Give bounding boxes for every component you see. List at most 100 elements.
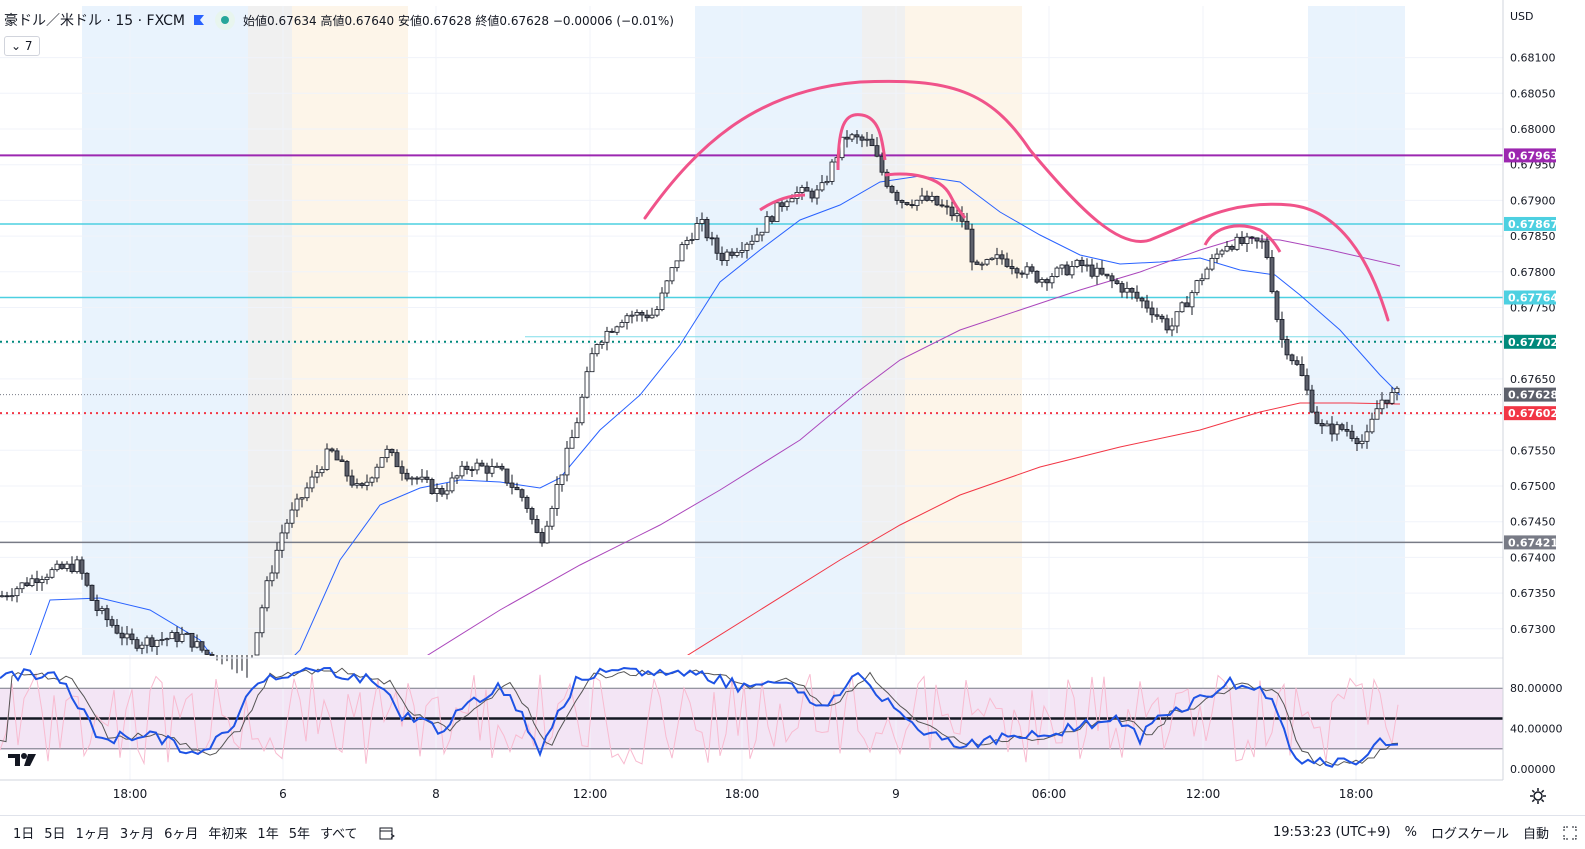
candle-body [1274,291,1280,320]
candle [1184,296,1190,308]
candle [99,605,105,615]
candle-body [1389,392,1395,404]
price-badge-label: 0.67628 [1508,389,1558,402]
candle [1314,406,1320,425]
candle-body [974,261,980,265]
candle-body [619,322,625,328]
log-scale-button[interactable]: ログスケール [1430,827,1509,842]
candle [994,247,1000,266]
candle-body [1099,267,1105,275]
candle [559,474,565,492]
time-tick-label: 12:00 [1186,787,1221,801]
auto-scale-button[interactable]: 自動 [1522,827,1549,842]
candle-body [944,205,950,208]
candle [354,478,360,489]
price-badge-bg [1504,216,1556,231]
annotation-curve [759,193,806,212]
session-band [695,6,862,655]
candle [119,626,125,646]
candle-body [1019,272,1025,275]
candle-body [119,632,125,639]
gear-icon[interactable] [1528,786,1548,806]
candle [694,216,700,241]
range-5y[interactable]: 5年 [288,827,310,842]
candle-body [24,582,30,587]
candle-body [624,315,630,323]
range-3m[interactable]: 3ヶ月 [119,827,155,842]
candle-body [1089,264,1095,277]
annotation-curve [836,113,887,171]
candle-body [284,522,290,534]
candle [1389,387,1395,405]
candle-body [1339,424,1345,430]
candle [1059,264,1065,276]
candle [699,212,705,232]
range-1m[interactable]: 1ヶ月 [75,827,110,842]
candle [869,134,875,147]
currency-label[interactable]: USD [1510,10,1534,23]
candle-body [569,437,575,449]
candle [1224,241,1230,253]
candle-body [104,608,110,621]
candle [594,343,600,357]
flag-icon[interactable] [193,14,205,26]
candle [764,211,770,233]
candle-body [904,202,910,205]
candle-body [724,251,730,261]
candle-body [864,138,870,141]
candle [599,340,605,349]
candle [379,457,385,468]
range-1y[interactable]: 1年 [257,827,279,842]
candle [104,604,110,627]
candle-body [1154,314,1160,317]
candle [1159,314,1165,323]
candle-body [589,353,595,373]
candle-body [19,582,25,590]
close-label: 終値 [475,13,500,28]
range-6m[interactable]: 6ヶ月 [164,827,199,842]
clock-time[interactable]: 19:53:23 (UTC+9) [1273,825,1391,840]
price-badge: 0.67764 [1504,290,1558,305]
candle-body [319,468,325,474]
market-status-icon[interactable] [215,10,235,30]
candle-body [979,263,985,266]
indicators-toggle-button[interactable]: ⌄ 7 [4,36,40,56]
candle [1049,273,1055,289]
symbol-title[interactable]: 豪ドル／米ドル · 15 · FXCM [4,13,185,29]
calendar-range-icon[interactable] [379,826,395,840]
candle-body [694,223,700,240]
candle-body [1074,259,1080,267]
candle-body [529,508,535,520]
candle-body [1109,275,1115,282]
candle [1024,262,1030,279]
candle-body [354,483,360,486]
candle-body [754,234,760,242]
candle-body [324,448,330,470]
price-tick-label: 0.67550 [1510,444,1556,457]
candle-body [364,481,370,486]
range-5d[interactable]: 5日 [44,827,66,842]
candle-body [1069,266,1075,276]
candle [464,461,470,475]
tradingview-logo-icon[interactable] [6,750,38,770]
range-all[interactable]: すべて [319,827,358,842]
candle [1109,272,1115,289]
candle-body [1329,423,1335,435]
range-ytd[interactable]: 年初来 [208,827,248,842]
candle [1274,290,1280,323]
candle [334,448,340,461]
candle [614,325,620,336]
candle [1129,287,1135,300]
candle [1044,277,1050,291]
candle-body [1239,236,1245,244]
candle-body [349,475,355,486]
candle [909,199,915,209]
range-1d[interactable]: 1日 [13,827,35,842]
candle [1374,400,1380,420]
fullscreen-icon[interactable] [1563,826,1577,840]
candle [739,242,745,258]
percent-scale-button[interactable]: % [1404,825,1417,840]
candle-body [1354,438,1360,445]
